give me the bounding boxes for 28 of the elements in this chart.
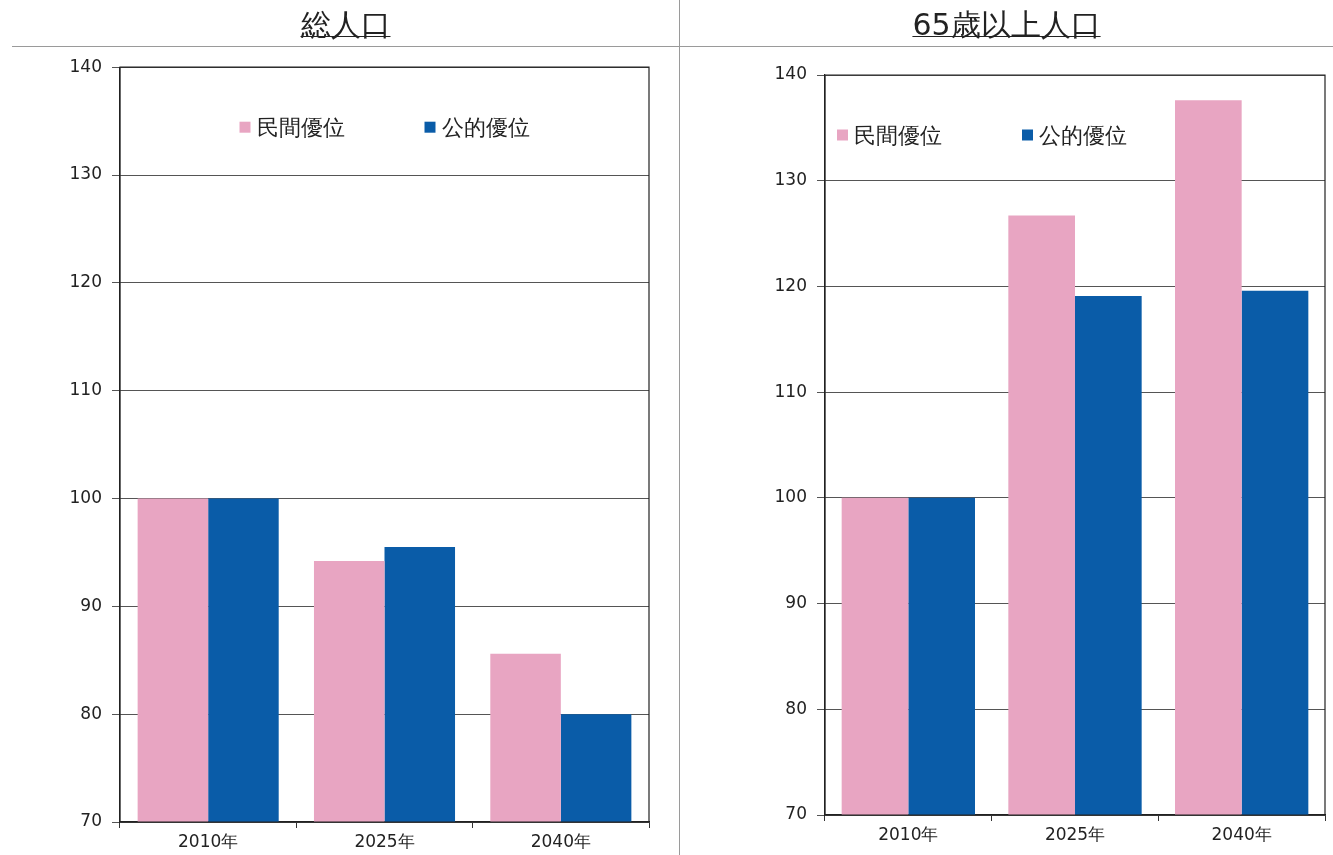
y-tick-label: 90	[80, 594, 102, 615]
x-tick-label: 2010年	[878, 823, 939, 844]
chart-title: 65歳以上人口	[912, 7, 1101, 42]
x-tick-label: 2025年	[1044, 823, 1106, 844]
y-tick-label: 140	[69, 55, 102, 76]
y-tick-label: 100	[774, 486, 807, 507]
y-tick-label: 120	[69, 271, 102, 292]
y-tick-label: 110	[69, 379, 102, 400]
y-tick-label: 70	[80, 810, 102, 831]
legend-label: 民間優位	[256, 114, 345, 140]
y-tick-label: 90	[785, 591, 807, 612]
x-tick-label: 2040年	[1211, 823, 1272, 844]
y-tick-label: 70	[785, 803, 807, 824]
legend-label: 民間優位	[854, 122, 942, 148]
x-tick-label: 2025年	[354, 830, 415, 851]
x-tick-label: 2010年	[178, 830, 239, 851]
y-tick-label: 120	[774, 274, 807, 295]
chart-title: 総人口	[300, 7, 391, 42]
legend-label: 公的優位	[1039, 122, 1127, 148]
y-tick-label: 130	[69, 163, 102, 184]
x-tick-label: 2040年	[530, 830, 591, 851]
y-tick-label: 140	[774, 63, 807, 84]
y-tick-label: 80	[80, 702, 102, 723]
legend-label: 公的優位	[441, 114, 530, 140]
y-tick-label: 80	[785, 697, 807, 718]
y-tick-label: 100	[69, 486, 102, 507]
y-tick-label: 110	[774, 380, 807, 401]
y-tick-label: 130	[774, 169, 807, 190]
